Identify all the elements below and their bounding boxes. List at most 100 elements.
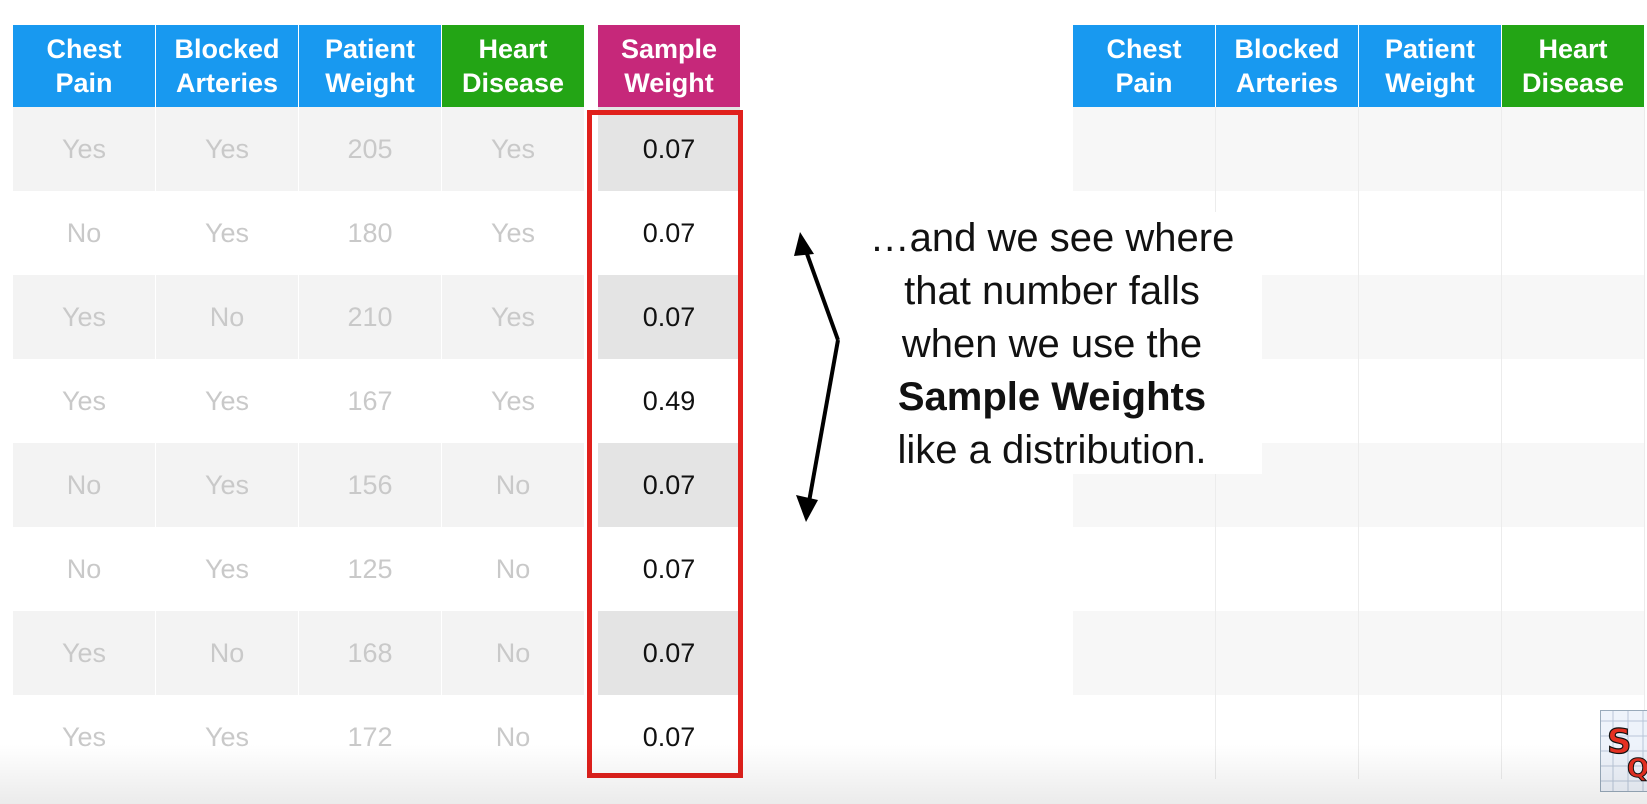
table-cell-empty — [1073, 107, 1216, 191]
sample-weight-body: 0.07 0.07 0.07 0.49 0.07 0.07 0.07 0.07 — [598, 107, 740, 779]
svg-text:Q: Q — [1627, 754, 1647, 784]
table-cell: Yes — [156, 527, 298, 611]
header-line: Weight — [1385, 68, 1475, 98]
callout-line: like a distribution. — [897, 428, 1207, 472]
table-cell-empty — [1502, 191, 1645, 275]
table-cell-empty — [1502, 611, 1645, 695]
table-cell: No — [156, 611, 298, 695]
table-cell-empty — [1359, 611, 1502, 695]
table-cell: Yes — [13, 107, 155, 191]
table-cell-empty — [1359, 695, 1502, 779]
header-sample-weight: Sample Weight — [598, 25, 740, 107]
table-cell: Yes — [13, 359, 155, 443]
callout-line: …and we see where — [869, 216, 1235, 260]
table-cell: Yes — [156, 695, 298, 779]
table-row: Yes No 210 Yes — [13, 275, 585, 359]
table-cell-empty — [1359, 191, 1502, 275]
arrowhead-down — [796, 495, 818, 522]
table-row — [1073, 695, 1645, 779]
header-line: Patient — [324, 34, 416, 64]
sample-weight-cell: 0.07 — [598, 443, 740, 527]
callout-text: …and we see where that number falls when… — [842, 212, 1262, 474]
table-cell: No — [156, 275, 298, 359]
left-table-body: Yes Yes 205 Yes No Yes 180 Yes Yes No 210 Yes Yes Yes… — [13, 107, 585, 779]
table-row: No Yes 180 Yes — [13, 191, 585, 275]
table-cell-empty — [1359, 527, 1502, 611]
table-cell: Yes — [13, 275, 155, 359]
sample-weight-highlight-box — [587, 110, 743, 778]
table-cell-empty — [1502, 443, 1645, 527]
table-cell: Yes — [442, 275, 584, 359]
table-cell-empty — [1502, 107, 1645, 191]
table-cell: No — [442, 443, 584, 527]
table-cell: 168 — [299, 611, 441, 695]
header-line: Disease — [1521, 68, 1625, 98]
table-cell: Yes — [156, 107, 298, 191]
header-heart-disease: Heart Disease — [442, 25, 584, 107]
header-line: Blocked — [174, 34, 280, 64]
bracket-arrows-icon — [794, 232, 840, 522]
table-row: Yes Yes 172 No — [13, 695, 585, 779]
left-table: Chest Pain Blocked Arteries Patient Weight … — [13, 25, 585, 779]
arrow-up — [800, 239, 840, 341]
header-patient-weight: Patient Weight — [1359, 25, 1501, 107]
header-line: Arteries — [175, 68, 279, 98]
table-cell-empty — [1073, 611, 1216, 695]
header-line: Patient — [1384, 34, 1476, 64]
header-line: Disease — [461, 68, 565, 98]
header-line: Arteries — [1235, 68, 1339, 98]
table-row: Yes Yes 205 Yes — [13, 107, 585, 191]
header-chest-pain: Chest Pain — [1073, 25, 1215, 107]
header-blocked-arteries: Blocked Arteries — [1216, 25, 1358, 107]
table-cell-empty — [1502, 527, 1645, 611]
sample-weight-cell: 0.07 — [598, 695, 740, 779]
left-table-header: Chest Pain Blocked Arteries Patient Weight … — [13, 25, 585, 107]
sample-weight-cell: 0.49 — [598, 359, 740, 443]
header-line: Weight — [325, 68, 415, 98]
table-cell-empty — [1359, 107, 1502, 191]
table-cell: No — [442, 695, 584, 779]
sample-weight-cell: 0.07 — [598, 527, 740, 611]
header-chest-pain: Chest Pain — [13, 25, 155, 107]
callout-line-bold: Sample Weights — [897, 375, 1207, 419]
header-heart-disease: Heart Disease — [1502, 25, 1644, 107]
table-cell-empty — [1359, 443, 1502, 527]
table-cell: 167 — [299, 359, 441, 443]
statquest-logo-icon: S Q — [1600, 710, 1647, 792]
header-line: Pain — [1115, 68, 1173, 98]
sample-weight-cell: 0.07 — [598, 611, 740, 695]
table-cell: No — [442, 527, 584, 611]
table-cell-empty — [1359, 359, 1502, 443]
table-cell: Yes — [156, 359, 298, 443]
table-cell: No — [13, 527, 155, 611]
arrow-down — [805, 339, 840, 514]
table-cell: Yes — [442, 359, 584, 443]
table-cell-empty — [1216, 611, 1359, 695]
table-cell: 125 — [299, 527, 441, 611]
table-cell: No — [13, 443, 155, 527]
header-blocked-arteries: Blocked Arteries — [156, 25, 298, 107]
arrowhead-up — [794, 232, 814, 256]
table-cell-empty — [1502, 275, 1645, 359]
header-line: Chest — [1106, 34, 1182, 64]
svg-text:S: S — [1607, 722, 1632, 762]
header-patient-weight: Patient Weight — [299, 25, 441, 107]
table-cell: 180 — [299, 191, 441, 275]
table-cell: 172 — [299, 695, 441, 779]
sample-weight-cell: 0.07 — [598, 191, 740, 275]
sample-weight-cell: 0.07 — [598, 107, 740, 191]
table-row — [1073, 527, 1645, 611]
table-cell-empty — [1502, 359, 1645, 443]
table-cell-empty — [1073, 695, 1216, 779]
table-cell: 205 — [299, 107, 441, 191]
table-cell: No — [13, 191, 155, 275]
header-line: Pain — [55, 68, 113, 98]
table-row: Yes Yes 167 Yes — [13, 359, 585, 443]
sample-weight-column: Sample Weight 0.07 0.07 0.07 0.49 0.07 0.07 0.0… — [598, 25, 740, 779]
header-line: Chest — [46, 34, 122, 64]
table-cell: Yes — [13, 611, 155, 695]
header-line: Weight — [624, 68, 714, 98]
table-cell-empty — [1216, 695, 1359, 779]
table-row: No Yes 125 No — [13, 527, 585, 611]
table-cell: 156 — [299, 443, 441, 527]
